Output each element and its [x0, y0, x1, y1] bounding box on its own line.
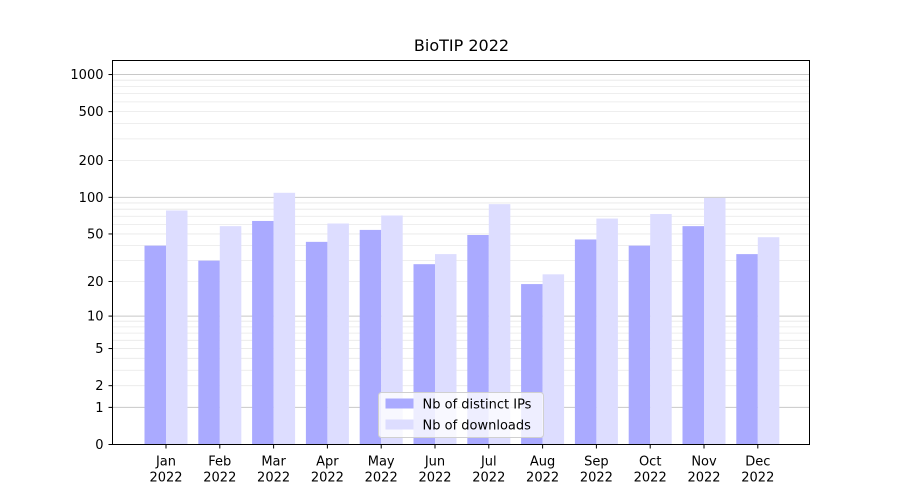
x-tick-label: Sep 2022 [580, 455, 613, 486]
chart-title: BioTIP 2022 [414, 36, 509, 55]
bar-downloads [488, 204, 511, 445]
y-tick-label: 20 [87, 275, 104, 290]
x-axis: Jan 2022 Feb 2022 Mar 2022 Apr 2022 May 2022 Jun 20… [149, 444, 774, 486]
legend-label: Nb of downloads [423, 419, 532, 434]
bar-distinct-ips [252, 220, 274, 445]
x-tick-label: May 2022 [365, 455, 398, 486]
y-tick-label: 10 [87, 310, 104, 325]
legend-swatch [385, 398, 414, 409]
x-tick-label: Jul 2022 [472, 455, 505, 486]
x-tick-label: Apr 2022 [311, 455, 344, 486]
bar-downloads [704, 197, 726, 445]
bar-downloads [757, 237, 780, 445]
bar-distinct-ips [736, 254, 758, 445]
bar-distinct-ips [359, 229, 382, 445]
y-tick-label: 100 [79, 191, 104, 206]
y-tick-label: 2 [95, 379, 103, 394]
bar-downloads [596, 218, 618, 445]
bar-downloads [166, 210, 188, 445]
bar-distinct-ips [628, 245, 651, 445]
plot-frame [112, 60, 810, 445]
bar-distinct-ips [682, 226, 704, 445]
bar-downloads [273, 192, 296, 445]
legend: Nb of distinct IPs Nb of downloads [378, 392, 544, 438]
bar-downloads [542, 274, 565, 445]
legend-swatch [385, 419, 414, 430]
x-tick-label: Aug 2022 [526, 455, 559, 486]
legend-label: Nb of distinct IPs [423, 398, 532, 413]
y-tick-label: 1000 [70, 68, 103, 83]
x-tick-label: Nov 2022 [687, 455, 720, 486]
x-tick-label: Jun 2022 [418, 455, 451, 486]
x-tick-label: Jan 2022 [149, 455, 182, 486]
bar-downloads [650, 214, 672, 445]
x-tick-label: Mar 2022 [257, 455, 290, 486]
bar-downloads [327, 223, 349, 445]
y-tick-label: 500 [79, 105, 104, 120]
bar-distinct-ips [144, 245, 166, 445]
bar-distinct-ips [574, 239, 597, 445]
y-tick-label: 5 [95, 342, 103, 357]
bar-downloads [219, 226, 242, 445]
y-axis: 0 1 2 5 10 20 50 100 200 500 1000 [70, 68, 113, 453]
bar-distinct-ips [198, 260, 220, 445]
bar-downloads [381, 215, 403, 445]
y-tick-label: 0 [95, 438, 103, 453]
x-tick-label: Dec 2022 [741, 455, 774, 486]
y-tick-label: 1 [95, 401, 103, 416]
x-tick-label: Feb 2022 [203, 455, 236, 486]
legend-box [378, 392, 544, 438]
x-tick-label: Oct 2022 [634, 455, 667, 486]
y-tick-label: 200 [79, 154, 104, 169]
y-tick-label: 50 [87, 227, 104, 242]
bar-distinct-ips [305, 241, 328, 445]
